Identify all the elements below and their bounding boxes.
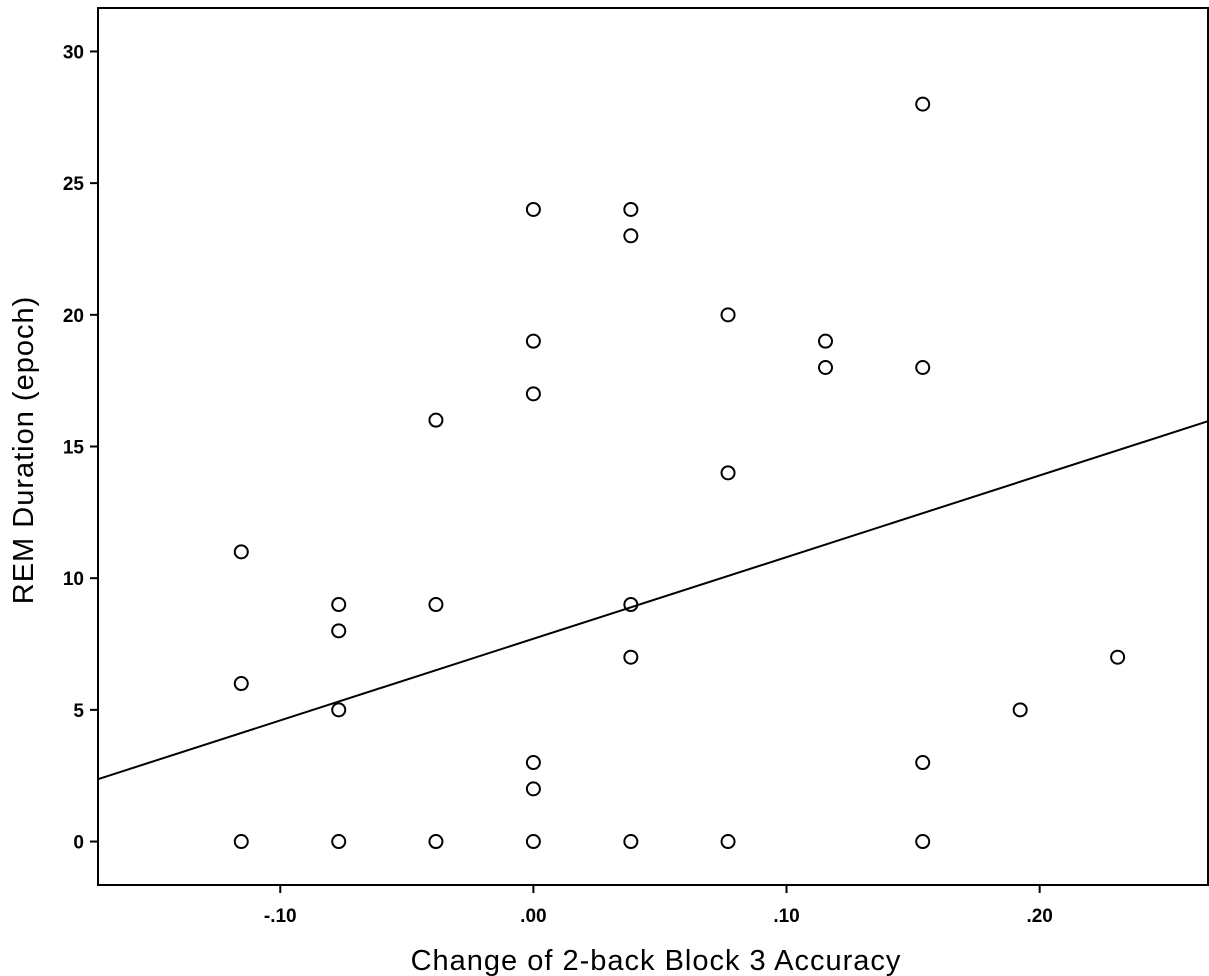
data-point [525, 834, 541, 850]
data-point [818, 333, 834, 349]
data-point [331, 623, 347, 639]
y-axis-title: REM Duration (epoch) [8, 296, 40, 605]
data-point [331, 597, 347, 613]
y-tick-label: 15 [63, 438, 85, 459]
data-point [818, 359, 834, 375]
data-point [915, 755, 931, 771]
plot-frame [97, 7, 1209, 886]
data-point [525, 333, 541, 349]
data-point [720, 834, 736, 850]
data-point [331, 702, 347, 718]
data-point [428, 597, 444, 613]
y-axis: 0 5 10 15 20 25 30 [63, 42, 98, 854]
data-points [233, 96, 1126, 850]
data-point [915, 834, 931, 850]
data-point [525, 386, 541, 402]
data-point [915, 359, 931, 375]
data-point [331, 834, 347, 850]
x-tick-label: .20 [1026, 906, 1052, 927]
y-tick-label: 0 [73, 833, 84, 854]
x-tick-label: .00 [520, 906, 546, 927]
data-point [1012, 702, 1028, 718]
data-point [720, 307, 736, 323]
data-point [428, 834, 444, 850]
data-point [1110, 649, 1126, 665]
y-tick-label: 25 [63, 174, 85, 195]
data-point [428, 412, 444, 428]
data-point [233, 676, 249, 692]
data-point [623, 649, 639, 665]
data-point [720, 465, 736, 481]
regression-line [98, 420, 1209, 781]
y-tick-label: 5 [73, 701, 84, 722]
data-point [233, 544, 249, 560]
data-point [623, 201, 639, 217]
data-point [623, 597, 639, 613]
y-tick-label: 10 [63, 569, 84, 590]
x-tick-label: -.10 [264, 906, 297, 927]
x-axis-title: Change of 2-back Block 3 Accuracy [411, 945, 902, 976]
data-point [525, 781, 541, 797]
data-point [525, 755, 541, 771]
data-point [525, 201, 541, 217]
y-tick-label: 30 [63, 42, 84, 63]
data-point [915, 96, 931, 112]
data-point [623, 228, 639, 244]
x-axis: -.10 .00 .10 .20 [264, 885, 1053, 927]
y-tick-label: 20 [63, 306, 84, 327]
data-point [233, 834, 249, 850]
data-point [623, 834, 639, 850]
x-tick-label: .10 [773, 906, 799, 927]
fit-line-layer [98, 420, 1209, 781]
